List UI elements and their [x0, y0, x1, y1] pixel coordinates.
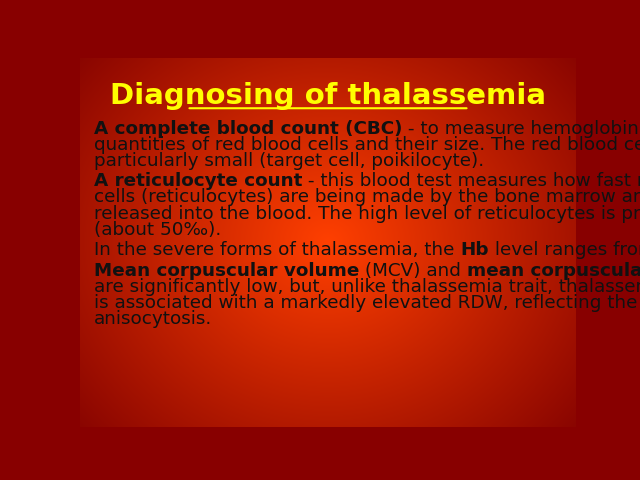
- Text: are significantly low, but, unlike thalassemia trait, thalassemia major: are significantly low, but, unlike thala…: [94, 278, 640, 296]
- Text: level ranges from 2-8 g/dL.: level ranges from 2-8 g/dL.: [488, 241, 640, 259]
- Text: A complete blood count (CBC): A complete blood count (CBC): [94, 120, 403, 138]
- Text: Mean corpuscular volume: Mean corpuscular volume: [94, 262, 359, 280]
- Text: mean corpuscular Hb: mean corpuscular Hb: [467, 262, 640, 280]
- Text: - this blood test measures how fast red blood: - this blood test measures how fast red …: [302, 172, 640, 191]
- Text: (about 50‰).: (about 50‰).: [94, 221, 221, 239]
- Text: A reticulocyte count: A reticulocyte count: [94, 172, 302, 191]
- Text: Diagnosing of thalassemia: Diagnosing of thalassemia: [110, 82, 546, 109]
- Text: - to measure hemoglobin levels,: - to measure hemoglobin levels,: [403, 120, 640, 138]
- Text: anisocytosis.: anisocytosis.: [94, 310, 212, 328]
- Text: In the severe forms of thalassemia, the: In the severe forms of thalassemia, the: [94, 241, 460, 259]
- Text: Hb: Hb: [460, 241, 488, 259]
- Text: quantities of red blood cells and their size. The red blood cells may be: quantities of red blood cells and their …: [94, 136, 640, 154]
- Text: released into the blood. The high level of reticulocytes is present: released into the blood. The high level …: [94, 204, 640, 223]
- Text: cells (reticulocytes) are being made by the bone marrow and: cells (reticulocytes) are being made by …: [94, 189, 640, 206]
- Text: (MCV) and: (MCV) and: [359, 262, 467, 280]
- Text: is associated with a markedly elevated RDW, reflecting the extreme: is associated with a markedly elevated R…: [94, 294, 640, 312]
- Text: particularly small (target cell, poikilocyte).: particularly small (target cell, poikilo…: [94, 152, 484, 170]
